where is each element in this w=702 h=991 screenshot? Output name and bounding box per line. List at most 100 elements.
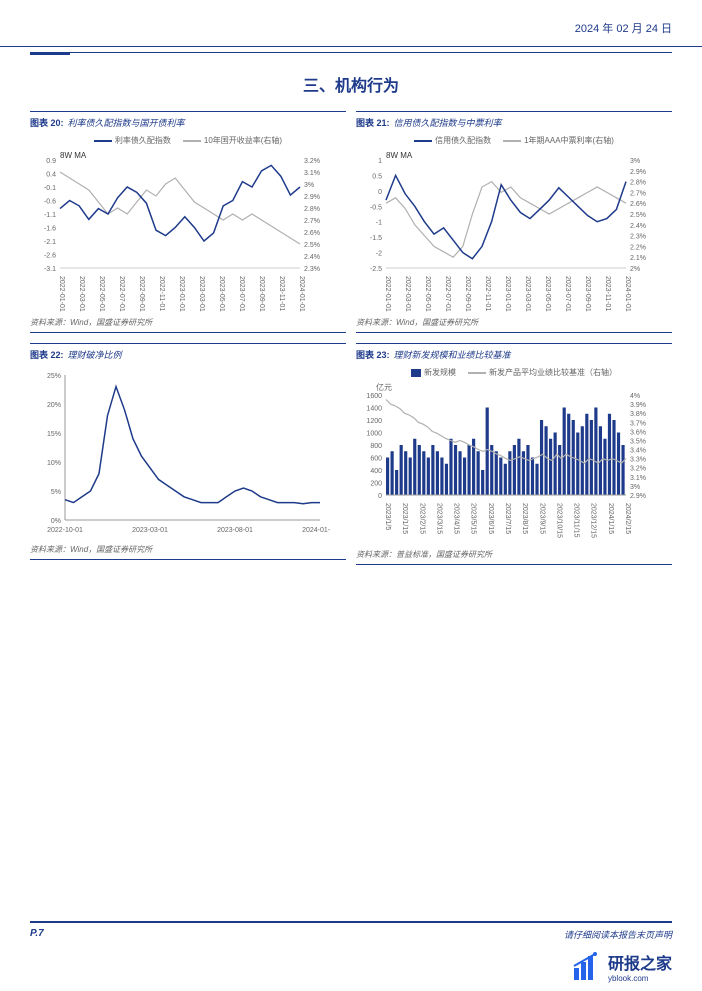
svg-text:2023/6/15: 2023/6/15 — [487, 503, 494, 534]
svg-text:2022-11-01: 2022-11-01 — [158, 276, 165, 311]
svg-text:-2.6: -2.6 — [44, 253, 56, 260]
svg-text:3.1%: 3.1% — [304, 170, 320, 177]
chart-20: 图表 20: 利率债久配指数与国开债利率 利率债久配指数 10年国开收益率(右轴… — [30, 111, 346, 333]
chart-20-prefix: 图表 20: — [30, 116, 64, 129]
svg-text:2.5%: 2.5% — [630, 212, 646, 219]
svg-text:1600: 1600 — [366, 393, 382, 400]
svg-text:2.9%: 2.9% — [304, 194, 320, 201]
svg-text:2.6%: 2.6% — [304, 230, 320, 237]
svg-text:2.3%: 2.3% — [304, 266, 320, 273]
svg-text:3.1%: 3.1% — [630, 475, 646, 482]
svg-text:2023/10/15: 2023/10/15 — [555, 503, 562, 538]
chart-21-name: 信用债久配指数与中票利率 — [394, 116, 502, 129]
svg-text:2023/1/15: 2023/1/15 — [401, 503, 408, 534]
svg-text:10%: 10% — [47, 460, 61, 467]
svg-text:400: 400 — [370, 468, 382, 475]
svg-text:3.8%: 3.8% — [630, 411, 646, 418]
svg-text:2023-01-01: 2023-01-01 — [178, 276, 185, 312]
footer: P.7 请仔细阅读本报告末页声明 研报之家 yblook.com — [0, 921, 702, 991]
svg-text:亿元: 亿元 — [376, 382, 392, 392]
svg-text:2023/8/15: 2023/8/15 — [521, 503, 528, 534]
svg-text:2023-09-01: 2023-09-01 — [258, 276, 265, 312]
svg-text:2022-01-01: 2022-01-01 — [58, 276, 65, 312]
svg-text:-0.5: -0.5 — [370, 204, 382, 211]
svg-text:3.9%: 3.9% — [630, 402, 646, 409]
chart-23-name: 理财新发规模和业绩比较基准 — [394, 348, 511, 361]
svg-text:-3.1: -3.1 — [44, 266, 56, 273]
svg-text:2023/7/15: 2023/7/15 — [504, 503, 511, 534]
svg-text:3%: 3% — [304, 182, 314, 189]
svg-text:1200: 1200 — [366, 418, 382, 425]
chart-23-svg: 亿元160014001200100080060040020004%3.9%3.8… — [356, 380, 656, 545]
chart-21: 图表 21: 信用债久配指数与中票利率 信用债久配指数 1年期AAA中票利率(右… — [356, 111, 672, 333]
svg-text:2023-08-01: 2023-08-01 — [217, 527, 253, 534]
svg-text:2023-07-01: 2023-07-01 — [564, 276, 571, 312]
chart-22: 图表 22: 理财破净比例 25%20%15%10%5%0%2022-10-01… — [30, 343, 346, 565]
legend-bar-icon — [411, 369, 421, 377]
legend-line-icon — [94, 140, 112, 142]
chart-21-svg: 8W MA10.50-0.5-1-1.5-2-2.53%2.9%2.8%2.7%… — [356, 148, 656, 313]
svg-text:2.3%: 2.3% — [630, 234, 646, 241]
svg-text:2023/5/15: 2023/5/15 — [470, 503, 477, 534]
svg-text:2022-09-01: 2022-09-01 — [138, 276, 145, 312]
svg-text:0.9: 0.9 — [46, 158, 56, 165]
chart-20-source: 资料来源：Wind，国盛证券研究所 — [30, 313, 346, 333]
chart-20-legend: 利率债久配指数 10年国开收益率(右轴) — [30, 133, 346, 148]
svg-text:2.8%: 2.8% — [304, 206, 320, 213]
svg-text:0: 0 — [378, 493, 382, 500]
svg-text:1400: 1400 — [366, 406, 382, 413]
svg-text:-1.5: -1.5 — [370, 235, 382, 242]
chart-23: 图表 23: 理财新发规模和业绩比较基准 新发规模 新发产品平均业绩比较基准（右… — [356, 343, 672, 565]
svg-text:-2.1: -2.1 — [44, 239, 56, 246]
svg-text:3.7%: 3.7% — [630, 420, 646, 427]
svg-text:2024-01-01: 2024-01-01 — [624, 276, 631, 312]
svg-text:2023-03-01: 2023-03-01 — [524, 276, 531, 312]
svg-text:2024-01-01: 2024-01-01 — [302, 527, 330, 534]
page-number: P.7 — [30, 928, 44, 939]
svg-text:3%: 3% — [630, 484, 640, 491]
svg-text:-1: -1 — [376, 220, 382, 227]
chart-20-name: 利率债久配指数与国开债利率 — [68, 116, 185, 129]
chart-22-source: 资料来源：Wind，国盛证券研究所 — [30, 540, 346, 560]
svg-text:-2: -2 — [376, 251, 382, 258]
legend-line-icon — [468, 372, 486, 374]
svg-text:3.2%: 3.2% — [304, 158, 320, 165]
svg-text:2.1%: 2.1% — [630, 255, 646, 262]
svg-text:2022-07-01: 2022-07-01 — [444, 276, 451, 312]
svg-text:2024-01-01: 2024-01-01 — [298, 276, 305, 312]
svg-text:2022-10-01: 2022-10-01 — [47, 527, 83, 534]
legend-line-icon — [183, 140, 201, 142]
chart-20-svg: 8W MA0.90.4-0.1-0.6-1.1-1.6-2.1-2.6-3.13… — [30, 148, 330, 313]
svg-text:2023/9/15: 2023/9/15 — [538, 503, 545, 534]
chart-23-source: 资料来源：普益标准，国盛证券研究所 — [356, 545, 672, 565]
chart-21-prefix: 图表 21: — [356, 116, 390, 129]
svg-text:2.4%: 2.4% — [304, 254, 320, 261]
section-title: 三、机构行为 — [0, 72, 702, 96]
svg-text:4%: 4% — [630, 393, 640, 400]
svg-text:2023-05-01: 2023-05-01 — [544, 276, 551, 312]
svg-text:20%: 20% — [47, 402, 61, 409]
chart-22-name: 理财破净比例 — [68, 348, 122, 361]
svg-text:2024/2/15: 2024/2/15 — [624, 503, 631, 534]
svg-text:800: 800 — [370, 443, 382, 450]
chart-22-prefix: 图表 22: — [30, 348, 64, 361]
svg-text:2.7%: 2.7% — [630, 190, 646, 197]
svg-text:-2.5: -2.5 — [370, 266, 382, 273]
svg-text:25%: 25% — [47, 373, 61, 380]
legend-line-icon — [414, 140, 432, 142]
svg-text:8W MA: 8W MA — [386, 151, 413, 160]
svg-text:2.6%: 2.6% — [630, 201, 646, 208]
svg-text:5%: 5% — [51, 489, 61, 496]
watermark: 研报之家 yblook.com — [572, 950, 672, 983]
chart-22-svg: 25%20%15%10%5%0%2022-10-012023-03-012023… — [30, 365, 330, 540]
svg-text:2023/4/15: 2023/4/15 — [453, 503, 460, 534]
svg-text:2023/2/15: 2023/2/15 — [418, 503, 425, 534]
svg-text:2023-03-01: 2023-03-01 — [132, 527, 168, 534]
svg-text:0: 0 — [378, 189, 382, 196]
svg-text:15%: 15% — [47, 431, 61, 438]
svg-text:2022-05-01: 2022-05-01 — [98, 276, 105, 312]
svg-text:-0.1: -0.1 — [44, 185, 56, 192]
svg-text:1: 1 — [378, 158, 382, 165]
svg-text:1000: 1000 — [366, 431, 382, 438]
svg-text:3.3%: 3.3% — [630, 457, 646, 464]
